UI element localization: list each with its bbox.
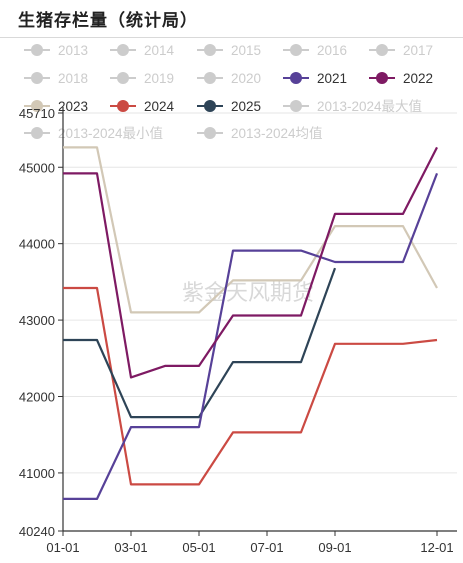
legend-label: 2021 <box>317 71 347 86</box>
legend-item-2013-2024均值[interactable]: 2013-2024均值 <box>197 126 323 141</box>
legend-item-2014[interactable]: 2014 <box>110 43 175 58</box>
legend-label: 2025 <box>231 99 261 114</box>
y-tick-label: 45000 <box>19 160 55 175</box>
legend-label: 2013 <box>58 43 88 58</box>
axes: 40240 41000 42000 43000 44000 45000 45710 01-01… <box>19 106 457 555</box>
legend-label: 2013-2024均值 <box>231 126 323 141</box>
page-title: 生猪存栏量（统计局） <box>18 11 198 31</box>
legend-label: 2020 <box>231 71 261 86</box>
legend-marker <box>204 100 216 112</box>
legend-item-2021[interactable]: 2021 <box>283 71 347 86</box>
legend-marker <box>204 127 216 139</box>
x-tick-label: 03-01 <box>114 540 147 555</box>
legend-marker <box>376 44 388 56</box>
series-lines <box>63 146 439 500</box>
legend-label: 2024 <box>144 99 175 114</box>
legend-marker <box>117 100 129 112</box>
series-line-2025 <box>63 267 337 419</box>
legend-item-2019[interactable]: 2019 <box>110 71 174 86</box>
legend-label: 2017 <box>403 43 433 58</box>
series-line-2024 <box>63 286 438 486</box>
legend-marker <box>117 44 129 56</box>
legend-marker <box>204 44 216 56</box>
y-tick-label: 40240 <box>19 524 55 539</box>
legend-item-2016[interactable]: 2016 <box>283 43 347 58</box>
legend-item-2017[interactable]: 2017 <box>369 43 433 58</box>
legend-item-2013-2024最小值[interactable]: 2013-2024最小值 <box>24 126 163 141</box>
legend-item-2013-2024最大值[interactable]: 2013-2024最大值 <box>283 99 422 114</box>
series-line-2021 <box>63 173 439 500</box>
legend-item-2013[interactable]: 2013 <box>24 43 88 58</box>
legend-label: 2022 <box>403 71 433 86</box>
legend-item-2018[interactable]: 2018 <box>24 71 88 86</box>
legend-label: 2014 <box>144 43 175 58</box>
legend-marker <box>31 100 43 112</box>
x-tick-label: 07-01 <box>250 540 283 555</box>
legend-item-2020[interactable]: 2020 <box>197 71 261 86</box>
legend-marker <box>290 72 302 84</box>
legend-item-2022[interactable]: 2022 <box>369 71 433 86</box>
legend-marker <box>290 44 302 56</box>
chart-legend: 2013 2014 2015 2016 2017 2018 2019 2020 2021 2022… <box>24 43 433 141</box>
y-tick-label: 45710 <box>19 106 55 121</box>
legend-marker <box>31 44 43 56</box>
legend-label: 2013-2024最大值 <box>317 99 422 114</box>
legend-label: 2016 <box>317 43 347 58</box>
legend-label: 2013-2024最小值 <box>58 126 163 141</box>
x-tick-label: 09-01 <box>318 540 351 555</box>
watermark: 紫金天风期货 <box>182 281 314 306</box>
y-tick-label: 41000 <box>19 466 55 481</box>
y-tick-label: 43000 <box>19 313 55 328</box>
title-divider <box>0 37 463 38</box>
legend-marker <box>376 72 388 84</box>
legend-marker <box>204 72 216 84</box>
legend-marker <box>31 127 43 139</box>
legend-label: 2015 <box>231 43 261 58</box>
legend-item-2023[interactable]: 2023 <box>24 99 88 114</box>
x-tick-label: 12-01 <box>420 540 453 555</box>
legend-item-2024[interactable]: 2024 <box>110 99 175 114</box>
legend-label: 2018 <box>58 71 88 86</box>
y-tick-label: 42000 <box>19 390 55 405</box>
legend-marker <box>31 72 43 84</box>
series-line-2022 <box>63 146 438 379</box>
series-line-2023 <box>63 146 438 314</box>
x-tick-label: 05-01 <box>182 540 215 555</box>
legend-label: 2019 <box>144 71 174 86</box>
legend-item-2025[interactable]: 2025 <box>197 99 261 114</box>
y-tick-label: 44000 <box>19 237 55 252</box>
x-tick-label: 01-01 <box>46 540 79 555</box>
legend-marker <box>290 100 302 112</box>
legend-label: 2023 <box>58 99 88 114</box>
legend-item-2015[interactable]: 2015 <box>197 43 261 58</box>
legend-marker <box>117 72 129 84</box>
